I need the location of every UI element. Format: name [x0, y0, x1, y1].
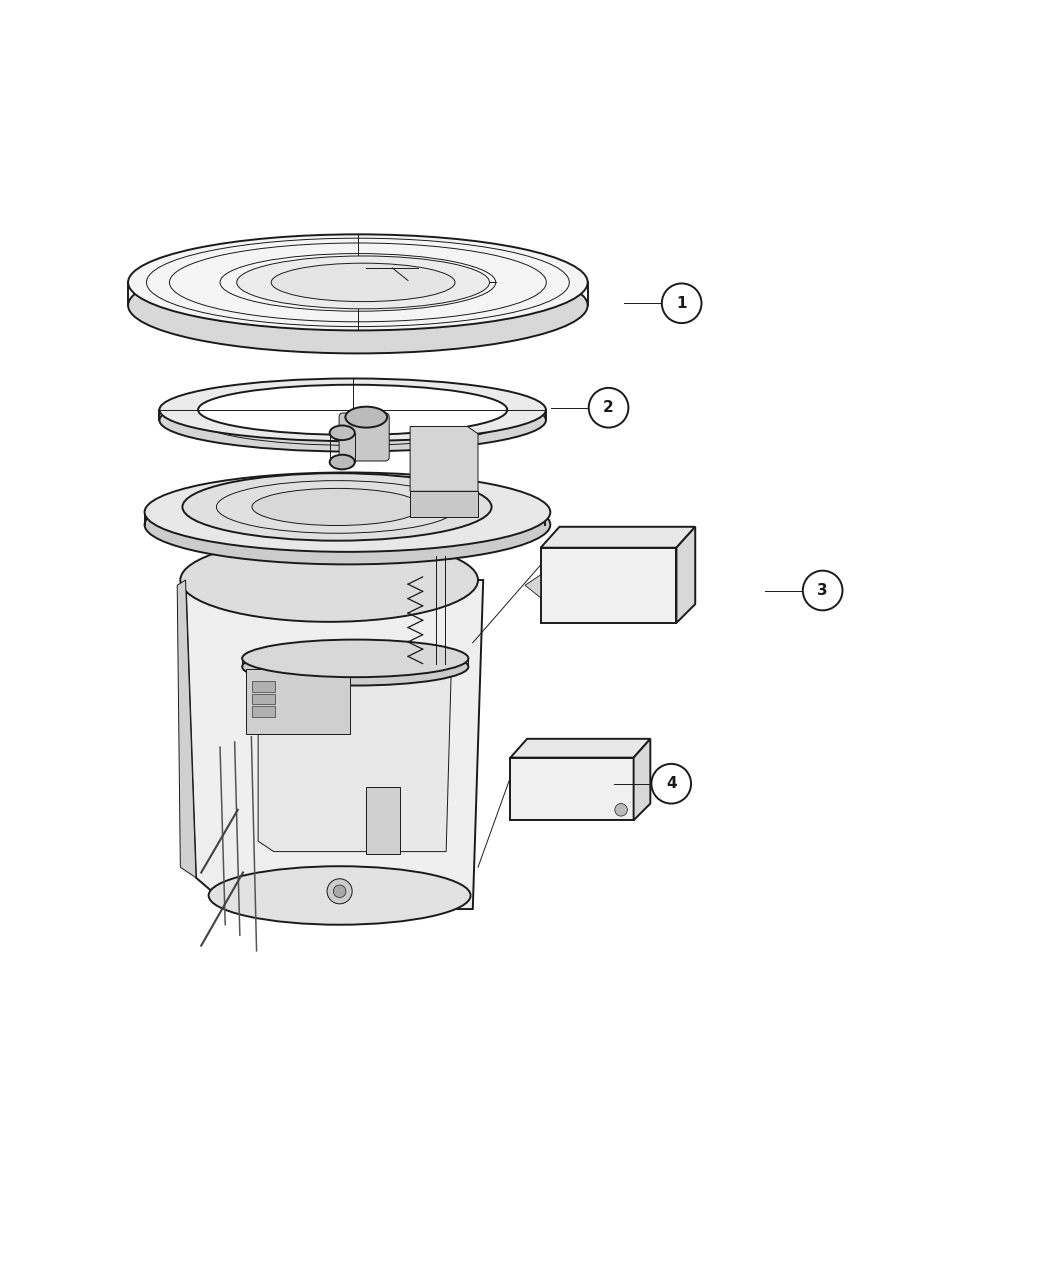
- Polygon shape: [525, 575, 541, 598]
- Text: 3: 3: [817, 583, 828, 598]
- Polygon shape: [510, 738, 650, 757]
- Ellipse shape: [145, 484, 550, 565]
- Text: 1: 1: [676, 296, 687, 311]
- Ellipse shape: [330, 455, 355, 469]
- FancyBboxPatch shape: [366, 787, 400, 854]
- Ellipse shape: [183, 473, 491, 541]
- Polygon shape: [411, 427, 478, 491]
- Circle shape: [803, 571, 842, 611]
- Polygon shape: [258, 666, 452, 852]
- Ellipse shape: [160, 389, 546, 451]
- Polygon shape: [186, 580, 483, 909]
- Circle shape: [328, 878, 352, 904]
- Polygon shape: [411, 491, 478, 518]
- FancyBboxPatch shape: [339, 413, 390, 462]
- Circle shape: [662, 283, 701, 323]
- Polygon shape: [676, 527, 695, 623]
- Circle shape: [333, 885, 345, 898]
- Ellipse shape: [260, 649, 454, 682]
- Circle shape: [651, 764, 691, 803]
- Polygon shape: [510, 757, 633, 820]
- Ellipse shape: [252, 488, 422, 525]
- FancyBboxPatch shape: [252, 694, 275, 704]
- Polygon shape: [633, 738, 650, 820]
- Polygon shape: [177, 580, 196, 877]
- Ellipse shape: [330, 426, 355, 440]
- Ellipse shape: [243, 640, 468, 677]
- FancyBboxPatch shape: [252, 706, 275, 717]
- FancyBboxPatch shape: [252, 681, 275, 692]
- Text: 2: 2: [603, 400, 614, 416]
- Ellipse shape: [345, 407, 387, 427]
- Polygon shape: [541, 527, 695, 548]
- Circle shape: [589, 388, 628, 427]
- Ellipse shape: [271, 263, 455, 302]
- Ellipse shape: [243, 648, 468, 686]
- Ellipse shape: [181, 538, 478, 622]
- Polygon shape: [541, 548, 676, 623]
- Ellipse shape: [128, 235, 588, 330]
- Ellipse shape: [160, 379, 546, 441]
- Ellipse shape: [209, 866, 470, 924]
- Text: 4: 4: [666, 776, 676, 792]
- Ellipse shape: [128, 258, 588, 353]
- Ellipse shape: [145, 473, 550, 552]
- Ellipse shape: [236, 256, 489, 309]
- Circle shape: [615, 803, 627, 816]
- FancyBboxPatch shape: [246, 669, 350, 733]
- Ellipse shape: [198, 385, 507, 435]
